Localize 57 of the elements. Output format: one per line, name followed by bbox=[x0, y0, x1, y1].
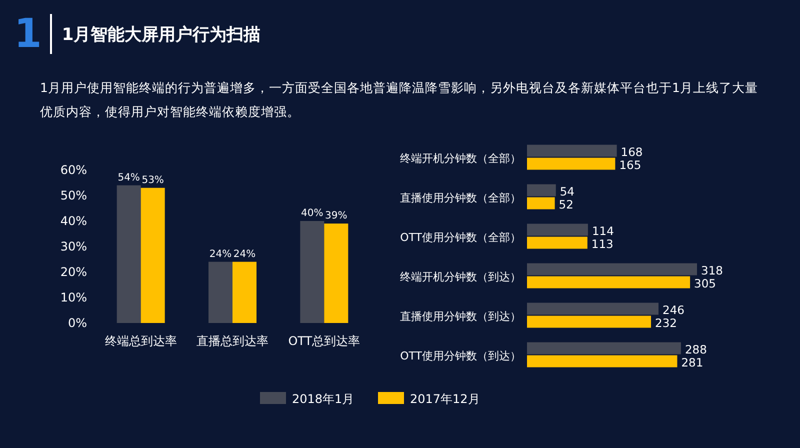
bar bbox=[527, 158, 616, 170]
bar bbox=[324, 224, 348, 323]
y-tick-label: 30% bbox=[60, 240, 87, 254]
y-tick-label: 直播使用分钟数（到达） bbox=[400, 310, 521, 323]
x-tick-label: 终端总到达率 bbox=[104, 334, 177, 348]
x-tick-label: OTT总到达率 bbox=[288, 334, 360, 348]
bar bbox=[527, 197, 555, 210]
bar bbox=[527, 263, 697, 276]
bar bbox=[527, 342, 681, 354]
y-tick-label: 60% bbox=[60, 163, 87, 177]
data-label: 24% bbox=[233, 248, 256, 260]
data-label: 113 bbox=[591, 236, 614, 251]
data-label: 52 bbox=[558, 197, 574, 212]
data-label: 281 bbox=[681, 355, 704, 370]
y-tick-label: 0% bbox=[68, 316, 87, 330]
bar bbox=[527, 276, 690, 288]
bar bbox=[527, 355, 678, 368]
bar bbox=[527, 224, 588, 236]
data-label: 39% bbox=[325, 210, 348, 222]
text: 1月用户使用智能终端的行为普遍增多，一方面受全国各地普遍降温降雪影响，另外电视台及各新媒体平台也于1月上线了大量优质内容，使得用户对智能终端依赖度增强。 bbox=[40, 79, 759, 121]
legend-label: 2017年12月 bbox=[410, 392, 480, 406]
data-label: 246 bbox=[662, 302, 684, 317]
data-label: 53% bbox=[142, 174, 164, 186]
y-tick-label: 50% bbox=[60, 188, 87, 202]
data-label: 165 bbox=[619, 158, 642, 172]
bar bbox=[140, 188, 165, 323]
data-label: 318 bbox=[701, 263, 723, 278]
data-label: 40% bbox=[301, 208, 324, 219]
bar bbox=[300, 221, 324, 323]
data-label: 54 bbox=[560, 184, 575, 198]
y-tick-label: OTT使用分钟数（到达） bbox=[400, 349, 521, 362]
bar bbox=[527, 184, 556, 196]
bar bbox=[116, 185, 141, 323]
bar bbox=[527, 236, 588, 249]
bar bbox=[232, 262, 256, 323]
y-tick-label: 终端开机分钟数（到达） bbox=[400, 270, 521, 284]
data-label: 54% bbox=[118, 172, 140, 184]
y-tick-label: 20% bbox=[60, 265, 87, 279]
x-tick-label: 直播总到达率 bbox=[196, 334, 268, 348]
y-tick-label: 终端开机分钟数（全部） bbox=[400, 152, 521, 165]
chart-title: 1月智能大屏用户行为扫描 bbox=[62, 24, 261, 46]
y-tick-label: 40% bbox=[60, 214, 87, 228]
data-label: 168 bbox=[620, 144, 643, 159]
bar bbox=[527, 144, 617, 157]
data-label: 232 bbox=[655, 316, 677, 330]
y-tick-label: 10% bbox=[60, 290, 87, 304]
data-label: 114 bbox=[592, 224, 614, 238]
data-label: 305 bbox=[694, 276, 716, 290]
bar bbox=[208, 262, 232, 323]
data-label: 288 bbox=[684, 342, 707, 356]
legend-label: 2018年1月 bbox=[292, 392, 354, 406]
text: 1 bbox=[14, 11, 52, 57]
bar bbox=[527, 316, 652, 328]
y-tick-label: 直播使用分钟数（全部） bbox=[400, 191, 521, 204]
bar bbox=[527, 302, 659, 315]
data-label: 24% bbox=[209, 248, 232, 260]
y-tick-label: OTT使用分钟数（全部） bbox=[400, 230, 521, 244]
